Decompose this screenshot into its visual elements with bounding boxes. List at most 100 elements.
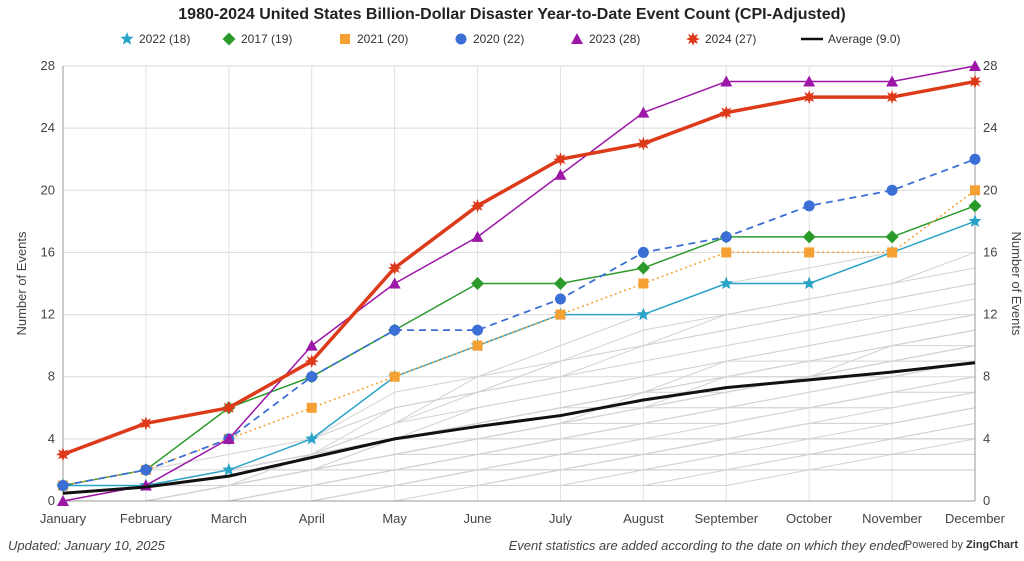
data-point (803, 75, 816, 87)
series-line (62, 79, 976, 457)
y-tick-label-right: 16 (983, 244, 997, 259)
legend-marker (801, 37, 823, 41)
data-point (968, 74, 982, 89)
data-point (305, 431, 319, 445)
data-point (222, 432, 235, 444)
data-point (472, 340, 483, 351)
legend-item[interactable]: 2023 (28) (570, 32, 640, 46)
data-point (885, 230, 899, 244)
legend-label: 2024 (27) (705, 32, 757, 46)
data-point (304, 354, 319, 369)
data-point (636, 307, 651, 321)
legend-item[interactable]: 2024 (27) (686, 32, 756, 46)
data-point (471, 277, 485, 290)
background-year-line (63, 314, 976, 502)
x-tick-label: September (694, 511, 758, 526)
legend-marker (120, 32, 134, 45)
legend-item[interactable]: 2017 (19) (222, 32, 292, 46)
data-point (554, 293, 566, 305)
data-point (886, 75, 899, 87)
data-point (969, 153, 981, 165)
series-line (62, 205, 976, 487)
legend-item[interactable]: 2021 (20) (338, 32, 408, 46)
background-year-line (62, 283, 976, 502)
data-point (387, 260, 402, 275)
series-line (62, 361, 976, 495)
legend-marker (571, 33, 583, 44)
legend-label: 2020 (22) (473, 32, 525, 46)
updated-date: Updated: January 10, 2025 (8, 538, 165, 553)
series-2020 (57, 153, 981, 491)
legend-item[interactable]: 2022 (18) (120, 32, 190, 46)
data-point (120, 32, 134, 45)
data-point (636, 136, 651, 151)
data-point (802, 276, 816, 290)
series-line (62, 189, 976, 487)
data-point (140, 464, 152, 476)
data-point (637, 106, 650, 118)
data-point (885, 90, 900, 105)
legend-marker (222, 32, 236, 46)
data-point (138, 416, 153, 431)
powered-by[interactable]: Powered by ZingChart (905, 539, 1018, 551)
y-tick-label-right: 4 (983, 431, 990, 446)
series-average (62, 361, 976, 495)
y-tick-label-right: 12 (983, 307, 997, 322)
x-tick-label: August (623, 511, 664, 526)
x-tick-label: March (211, 511, 247, 526)
data-point (388, 277, 401, 289)
legend-label: 2021 (20) (357, 32, 409, 46)
x-tick-label: November (862, 511, 923, 526)
data-point (306, 371, 318, 383)
legend-label: 2017 (19) (241, 32, 293, 46)
y-tick-label-right: 28 (983, 58, 997, 73)
data-point (553, 152, 568, 167)
series-2024 (56, 74, 982, 462)
legend-label: 2022 (18) (139, 32, 191, 46)
legend-marker (455, 33, 467, 45)
data-point (389, 324, 401, 336)
series-2022 (56, 214, 982, 492)
data-point (56, 447, 70, 462)
data-point (887, 247, 898, 258)
data-point (638, 278, 649, 289)
y-tick-label-left: 24 (41, 120, 55, 135)
data-point (886, 184, 898, 196)
background-year-line (62, 283, 976, 486)
series-layer (56, 60, 982, 506)
y-tick-label-right: 8 (983, 369, 990, 384)
data-point (969, 60, 981, 71)
powered-prefix: Powered by (904, 539, 967, 551)
y-tick-label-left: 8 (48, 369, 55, 384)
legend-label: Average (9.0) (828, 32, 901, 46)
legend-item[interactable]: Average (9.0) (801, 32, 901, 46)
x-tick-label: February (120, 511, 173, 526)
y-axis-title-left: Number of Events (14, 231, 29, 336)
y-tick-label-right: 24 (983, 120, 997, 135)
series-line (62, 158, 976, 487)
zingchart-brand[interactable]: ZingChart (966, 539, 1018, 551)
data-point (802, 90, 817, 105)
data-point (721, 247, 732, 258)
data-point (222, 32, 236, 46)
data-point (970, 185, 980, 196)
chart-title: 1980-2024 United States Billion-Dollar D… (178, 6, 846, 23)
x-tick-label: June (463, 511, 491, 526)
y-tick-label-left: 28 (41, 58, 55, 73)
legend-item[interactable]: 2020 (22) (454, 32, 524, 46)
data-point (637, 246, 649, 258)
data-point (968, 214, 982, 228)
data-point (57, 479, 69, 491)
data-point (221, 400, 236, 415)
x-tick-label: October (786, 511, 833, 526)
data-point (57, 495, 69, 506)
legend-marker (340, 34, 350, 44)
data-point (686, 32, 700, 46)
x-tick-label: April (299, 511, 325, 526)
data-point (719, 276, 733, 290)
data-point (553, 277, 567, 290)
data-point (804, 247, 815, 258)
y-tick-label-left: 12 (41, 307, 55, 322)
footer-note: Event statistics are added according to … (508, 538, 909, 553)
